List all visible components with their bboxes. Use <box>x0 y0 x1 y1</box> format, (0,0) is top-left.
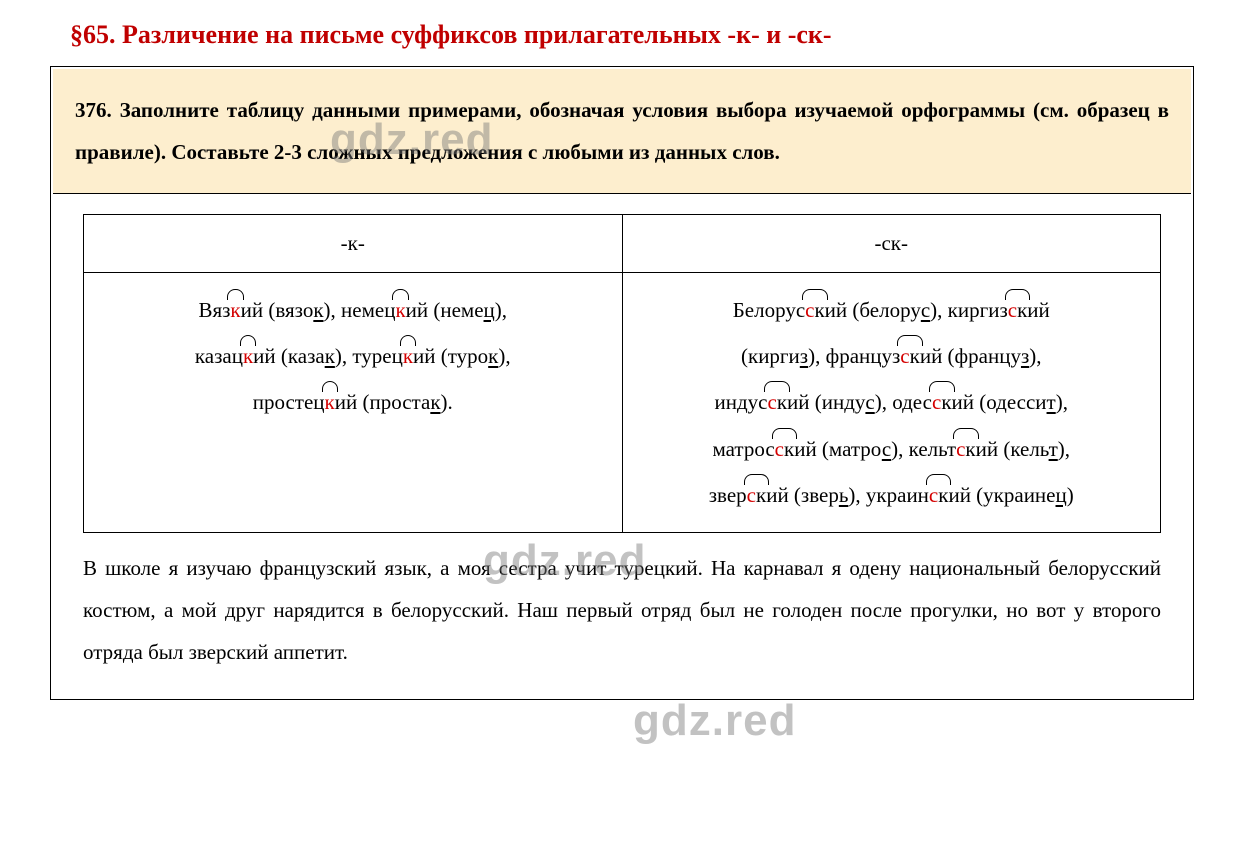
header-sk: -ск- <box>622 215 1161 273</box>
document-root: §65. Различение на письме суффиксов прил… <box>50 20 1194 700</box>
header-k: -к- <box>84 215 623 273</box>
column-k: Вязкий (вязок), немецкий (немец),казацки… <box>84 273 623 533</box>
example-sentences: В школе я изучаю французский язык, а моя… <box>83 547 1161 673</box>
section-heading: §65. Различение на письме суффиксов прил… <box>50 20 1194 50</box>
word-line: простецкий (простак). <box>102 379 604 425</box>
table-body-row: Вязкий (вязок), немецкий (немец),казацки… <box>84 273 1161 533</box>
task-number: 376. <box>75 98 112 122</box>
word-line: Белорусский (белорус), киргизский <box>641 287 1143 333</box>
table-header-row: -к- -ск- <box>84 215 1161 273</box>
outer-table: 376. Заполните таблицу данными примерами… <box>50 66 1194 700</box>
task-cell: 376. Заполните таблицу данными примерами… <box>53 69 1191 194</box>
task-text: Заполните таблицу данными примерами, обо… <box>75 98 1169 164</box>
watermark: gdz.red <box>633 696 796 746</box>
content-cell: gdz.red gdz.red -к- -ск- Вязкий (вязок),… <box>53 196 1191 697</box>
word-line: матросский (матрос), кельтский (кельт), <box>641 426 1143 472</box>
word-line: (киргиз), французский (француз), <box>641 333 1143 379</box>
column-sk: Белорусский (белорус), киргизский(киргиз… <box>622 273 1161 533</box>
word-line: зверский (зверь), украинский (украинец) <box>641 472 1143 518</box>
suffix-table: -к- -ск- Вязкий (вязок), немецкий (немец… <box>83 214 1161 533</box>
word-line: индусский (индус), одесский (одессит), <box>641 379 1143 425</box>
word-line: Вязкий (вязок), немецкий (немец), <box>102 287 604 333</box>
word-line: казацкий (казак), турецкий (турок), <box>102 333 604 379</box>
